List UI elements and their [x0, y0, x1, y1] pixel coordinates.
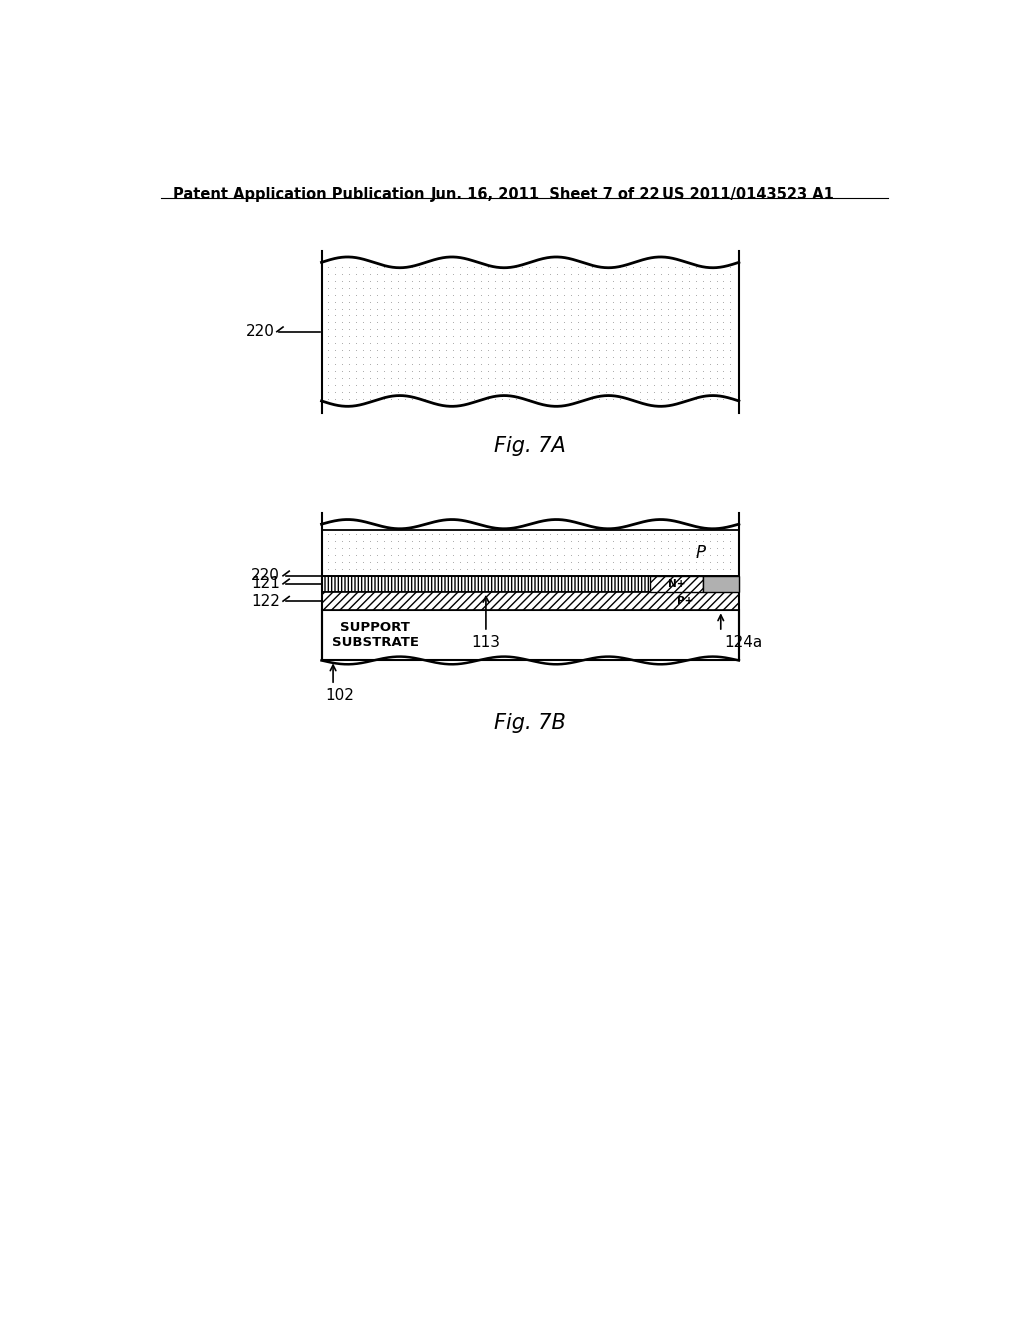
Text: Patent Application Publication: Patent Application Publication	[173, 187, 424, 202]
Bar	[650, 576, 702, 591]
Bar	[322, 610, 739, 660]
Bar	[702, 576, 739, 591]
Text: 121: 121	[251, 577, 280, 591]
Text: Fig. 7A: Fig. 7A	[495, 436, 566, 455]
Text: 124a: 124a	[725, 635, 763, 649]
Bar	[322, 257, 739, 405]
Text: Jun. 16, 2011  Sheet 7 of 22: Jun. 16, 2011 Sheet 7 of 22	[431, 187, 660, 202]
Text: 122: 122	[251, 594, 280, 609]
Text: 102: 102	[326, 688, 354, 704]
Text: Fig. 7B: Fig. 7B	[495, 713, 566, 733]
Text: 220: 220	[246, 325, 274, 339]
Bar	[322, 529, 739, 576]
Text: P: P	[695, 544, 706, 561]
Bar	[322, 576, 739, 591]
Text: 220: 220	[251, 568, 280, 583]
Bar	[322, 576, 739, 591]
Text: P+: P+	[677, 597, 693, 606]
Bar	[322, 591, 739, 610]
Bar	[322, 591, 739, 610]
Text: US 2011/0143523 A1: US 2011/0143523 A1	[662, 187, 834, 202]
Text: SUPPORT
SUBSTRATE: SUPPORT SUBSTRATE	[332, 622, 419, 649]
Text: 113: 113	[471, 635, 501, 649]
Bar	[650, 576, 702, 591]
Text: N+: N+	[668, 579, 685, 589]
